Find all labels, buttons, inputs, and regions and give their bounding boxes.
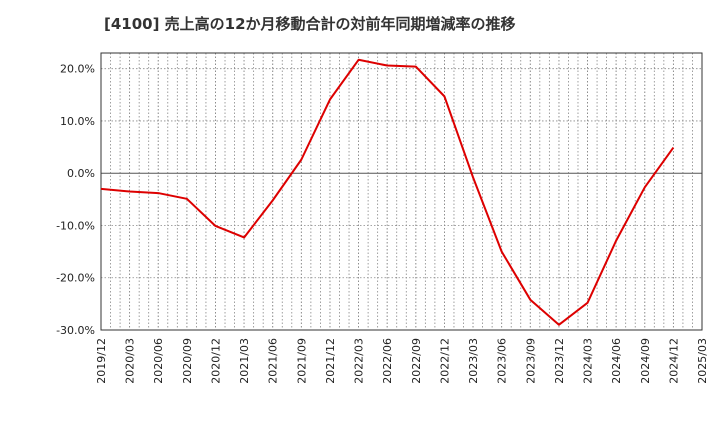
x-tick-label: 2020/09 — [181, 338, 194, 384]
series-line — [100, 58, 675, 326]
x-tick-label: 2023/06 — [496, 338, 509, 384]
x-tick-label: 2021/09 — [295, 338, 308, 384]
y-tick-label: -10.0% — [56, 219, 95, 232]
x-tick-label: 2024/06 — [610, 338, 623, 384]
axis-layer — [100, 52, 703, 331]
x-tick-label: 2021/03 — [238, 338, 251, 384]
y-tick-label: -30.0% — [56, 324, 95, 337]
x-tick-label: 2022/03 — [353, 338, 366, 384]
grid-layer — [101, 53, 703, 331]
chart-title: [4100] 売上高の12か月移動合計の対前年同期増減率の推移 — [104, 15, 516, 33]
x-tick-label: 2023/12 — [553, 338, 566, 384]
x-tick-label: 2020/12 — [209, 338, 222, 384]
x-tick-labels: 2019/12 2020/03 2020/06 2020/09 2020/12 2021/… — [95, 338, 709, 384]
y-tick-label: 20.0% — [60, 63, 95, 76]
x-tick-label: 2023/09 — [524, 338, 537, 384]
x-tick-label: 2022/06 — [381, 338, 394, 384]
y-tick-label: 0.0% — [67, 167, 95, 180]
x-tick-label: 2020/06 — [152, 338, 165, 384]
x-tick-label: 2022/12 — [438, 338, 451, 384]
series-layer — [100, 58, 675, 326]
x-tick-label: 2022/09 — [410, 338, 423, 384]
x-tick-label: 2020/03 — [124, 338, 137, 384]
x-tick-label: 2024/09 — [639, 338, 652, 384]
x-tick-label: 2021/12 — [324, 338, 337, 384]
x-tick-label: 2019/12 — [95, 338, 108, 384]
plot-frame — [100, 52, 703, 331]
y-tick-labels: 20.0% 10.0% 0.0% -10.0% -20.0% -30.0% — [56, 63, 95, 337]
x-tick-label: 2021/06 — [267, 338, 280, 384]
y-tick-label: -20.0% — [56, 272, 95, 285]
x-tick-label: 2024/12 — [667, 338, 680, 384]
x-tick-label: 2025/03 — [696, 338, 709, 384]
x-tick-label: 2023/03 — [467, 338, 480, 384]
x-tick-label: 2024/03 — [582, 338, 595, 384]
y-tick-label: 10.0% — [60, 115, 95, 128]
